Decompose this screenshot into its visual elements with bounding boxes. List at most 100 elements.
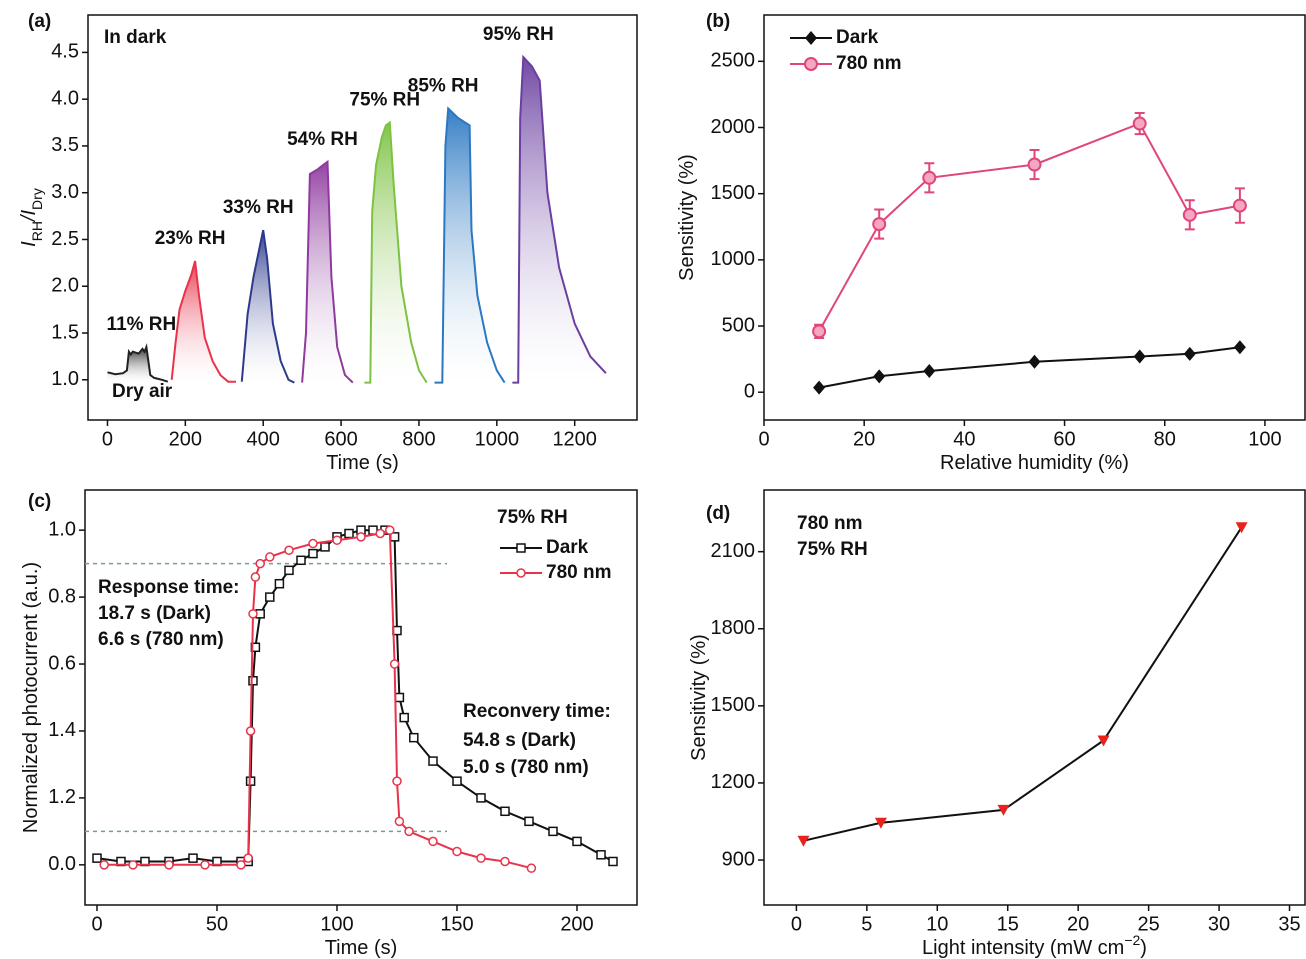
marker — [872, 217, 887, 232]
area-fill — [107, 347, 168, 382]
x-tick-label: 50 — [206, 913, 228, 935]
y-tick-label: 0.6 — [48, 652, 76, 674]
marker — [389, 659, 400, 669]
x-tick-label: 20 — [1067, 913, 1089, 935]
marker — [922, 170, 937, 185]
marker — [805, 31, 817, 45]
x-tick-label: 0 — [102, 428, 113, 450]
label-part: Relative humidity (%) — [940, 452, 1129, 474]
x-tick-label: 35 — [1278, 913, 1300, 935]
marker — [812, 324, 827, 339]
label-part: ) — [1140, 937, 1147, 959]
marker — [476, 793, 486, 803]
label-part: /I — [18, 209, 40, 223]
x-tick-label: 200 — [560, 913, 593, 935]
x-tick-label: 600 — [324, 428, 357, 450]
marker — [1233, 340, 1246, 355]
marker — [1182, 207, 1197, 222]
x-tick-label: 0 — [791, 913, 802, 935]
marker — [375, 528, 385, 539]
marker — [813, 380, 826, 395]
marker — [409, 732, 419, 743]
area-fill — [302, 161, 353, 383]
marker — [608, 856, 618, 867]
marker — [1183, 346, 1196, 361]
marker — [500, 856, 510, 867]
line — [240, 229, 295, 384]
marker — [265, 592, 275, 602]
x-tick-label: 100 — [1248, 428, 1281, 450]
marker — [392, 776, 402, 786]
series-label: 54% RH — [287, 129, 358, 150]
marker — [1132, 116, 1147, 131]
series-label: 75% RH — [349, 90, 420, 111]
annotation: 75% RH — [797, 539, 868, 560]
legend-label: 780 nm — [546, 562, 611, 583]
marker — [236, 860, 246, 870]
marker — [274, 578, 285, 589]
label-part: Sensitivity (%) — [676, 154, 698, 281]
y-tick-label: 0 — [744, 380, 755, 402]
marker — [452, 846, 462, 857]
x-tick-label: 100 — [320, 913, 353, 935]
marker — [797, 835, 810, 847]
marker — [516, 543, 526, 553]
marker — [99, 860, 109, 870]
marker — [243, 853, 253, 863]
y-tick-label: 2.0 — [51, 275, 79, 297]
y-tick-label: 2.5 — [51, 228, 79, 250]
marker — [394, 816, 405, 827]
marker — [128, 860, 138, 870]
marker — [265, 552, 275, 562]
y-tick-label: 2500 — [711, 50, 756, 72]
marker — [385, 525, 395, 535]
label-part: RH — [29, 221, 45, 241]
x-tick-label: 0 — [91, 913, 102, 935]
area-fill — [241, 230, 295, 383]
annotation: 54.8 s (Dark) — [463, 730, 576, 751]
marker — [1133, 349, 1146, 364]
marker — [524, 816, 534, 827]
plot-frame — [84, 489, 638, 906]
series-label: 85% RH — [408, 76, 479, 97]
marker — [516, 568, 526, 578]
y-tick-label: 500 — [722, 314, 755, 336]
marker — [394, 692, 405, 703]
marker — [500, 806, 510, 817]
y-tick-label: 4.0 — [51, 87, 79, 109]
y-tick-label: 4.5 — [51, 41, 79, 63]
marker — [428, 836, 438, 847]
line — [803, 526, 1243, 842]
x-tick-label: 1200 — [552, 428, 597, 450]
marker — [356, 532, 366, 542]
x-tick-label: 60 — [1053, 428, 1075, 450]
marker — [308, 538, 318, 549]
line — [301, 159, 354, 384]
marker — [255, 558, 265, 569]
y-tick-label: 0.0 — [48, 853, 76, 875]
annotation: 6.6 s (780 nm) — [98, 629, 224, 650]
marker — [476, 853, 486, 863]
x-tick-label: 20 — [853, 428, 875, 450]
x-tick-label: 400 — [247, 428, 280, 450]
line — [434, 106, 506, 384]
area-fill — [512, 57, 606, 383]
annotation: Reconvery time: — [463, 701, 611, 722]
marker — [874, 817, 887, 829]
y-tick-label: 1.0 — [48, 518, 76, 540]
marker — [308, 548, 318, 559]
marker — [997, 804, 1010, 816]
label-part: Dry — [29, 188, 45, 210]
y-tick-label: 3.0 — [51, 181, 79, 203]
y-tick-label: 2100 — [711, 540, 756, 562]
line — [512, 54, 607, 384]
marker — [452, 776, 462, 786]
x-tick-label: 40 — [953, 428, 975, 450]
marker — [332, 535, 342, 545]
y-tick-label: 1800 — [711, 617, 756, 639]
y-tick-label: 1.2 — [48, 786, 76, 808]
x-tick-label: 30 — [1208, 913, 1230, 935]
legend-label: 780 nm — [836, 53, 901, 74]
marker — [296, 555, 306, 566]
annotation: Response time: — [98, 577, 239, 598]
